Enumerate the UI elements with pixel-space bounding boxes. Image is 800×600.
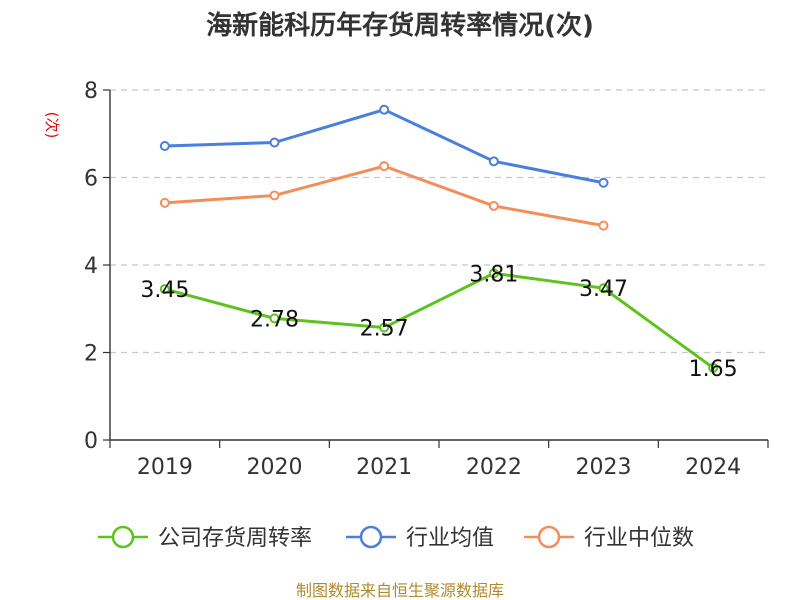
data-point bbox=[159, 197, 170, 208]
x-tick-label: 2022 bbox=[466, 455, 522, 480]
data-point bbox=[379, 104, 390, 115]
y-tick-label: 8 bbox=[84, 79, 98, 104]
y-tick-label: 2 bbox=[84, 342, 98, 367]
data-point bbox=[488, 268, 499, 279]
grid-lines bbox=[110, 89, 768, 354]
data-point bbox=[708, 362, 719, 373]
data-labels: 3.45 2.78 2.57 3.81 3.47 1.65 bbox=[140, 262, 737, 382]
y-axis-label: (次) bbox=[43, 112, 61, 139]
legend-label: 行业中位数 bbox=[584, 526, 694, 551]
data-point bbox=[159, 284, 170, 295]
y-tick-label: 0 bbox=[84, 429, 98, 454]
data-point bbox=[598, 283, 609, 294]
chart-title: 海新能科历年存货周转率情况(次) bbox=[206, 10, 594, 41]
x-tick-label: 2021 bbox=[356, 455, 412, 480]
data-point bbox=[379, 161, 390, 172]
x-tick-label: 2019 bbox=[137, 455, 193, 480]
legend-label: 公司存货周转率 bbox=[158, 526, 312, 551]
data-label: 3.45 bbox=[140, 278, 189, 303]
data-label: 1.65 bbox=[689, 357, 738, 382]
data-point bbox=[488, 200, 499, 211]
y-tick-label: 6 bbox=[84, 167, 98, 192]
y-tick-label: 4 bbox=[84, 254, 98, 279]
data-point bbox=[269, 190, 280, 201]
data-point bbox=[598, 220, 609, 231]
data-label: 3.81 bbox=[469, 262, 518, 287]
data-point bbox=[269, 313, 280, 324]
data-label: 2.57 bbox=[360, 317, 409, 342]
legend-label: 行业均值 bbox=[406, 526, 494, 551]
legend-item-0: 公司存货周转率 bbox=[98, 525, 312, 551]
legend-item-1: 行业均值 bbox=[346, 525, 494, 551]
legend-marker bbox=[537, 525, 561, 549]
series-lines bbox=[159, 104, 719, 373]
axes: 0 2 4 6 8 2019 2020 2021 2022 2023 2024 bbox=[84, 79, 769, 480]
x-tick-label: 2023 bbox=[576, 455, 632, 480]
data-label: 3.47 bbox=[579, 277, 628, 302]
x-tick-label: 2024 bbox=[685, 455, 741, 480]
legend-marker bbox=[111, 525, 135, 549]
data-point bbox=[598, 177, 609, 188]
data-label: 2.78 bbox=[250, 307, 299, 332]
series-line-2 bbox=[164, 164, 604, 228]
data-point bbox=[488, 156, 499, 167]
legend: 公司存货周转率 行业均值 行业中位数 bbox=[98, 525, 694, 551]
x-tick-label: 2020 bbox=[247, 455, 303, 480]
series-line-1 bbox=[164, 108, 604, 185]
data-point bbox=[379, 322, 390, 333]
legend-marker bbox=[359, 525, 383, 549]
data-point bbox=[269, 137, 280, 148]
series-line-0 bbox=[164, 271, 715, 370]
legend-item-2: 行业中位数 bbox=[524, 525, 694, 551]
source-note: 制图数据来自恒生聚源数据库 bbox=[296, 581, 504, 600]
data-point bbox=[159, 141, 170, 151]
